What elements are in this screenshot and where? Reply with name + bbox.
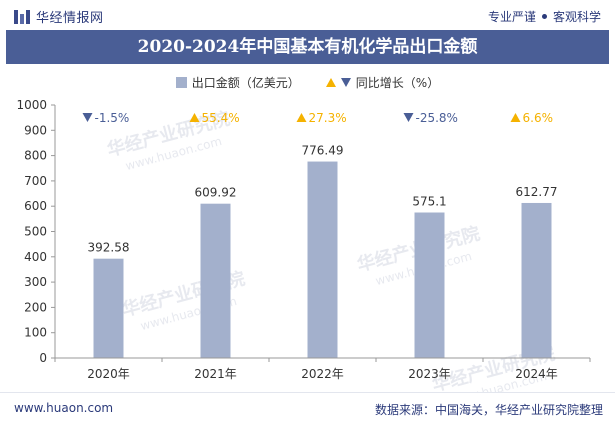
x-tick-label: 2021年: [194, 367, 237, 381]
y-axis: 0 100 200 300 400 500 600 700 800 900 1000: [16, 98, 56, 365]
brand[interactable]: 华经情报网: [14, 7, 104, 26]
growth-down-triangle: [403, 113, 414, 122]
data-label-5: 612.77: [516, 185, 558, 199]
bar-4: [414, 212, 445, 358]
legend-label-growth: 同比增长（%）: [355, 76, 440, 90]
y-tick-label: 200: [24, 300, 47, 314]
bar-5: [521, 202, 552, 358]
y-tick-label: 400: [24, 250, 47, 264]
growth-label-2: 55.4%: [202, 111, 240, 125]
legend-label-export: 出口金额（亿美元）: [191, 76, 300, 90]
footer-divider: [0, 392, 615, 393]
growth-down-triangle: [82, 113, 93, 122]
growth-label-1: -1.5%: [95, 111, 130, 125]
footer-source: 数据来源：中国海关，华经产业研究院整理: [374, 403, 603, 417]
bars-layer: 392.58 609.92 776.49 575.1 612.77: [88, 144, 558, 358]
growth-up-triangle: [510, 113, 521, 122]
growth-up-triangle: [189, 113, 200, 122]
bar-3: [307, 161, 338, 358]
growth-labels-layer: -1.5% 55.4% 27.3% -25.8% 6.6%: [82, 111, 554, 125]
y-tick-label: 1000: [16, 98, 47, 112]
y-tick-label: 100: [24, 326, 47, 340]
brand-logo-icon: [14, 9, 30, 24]
y-tick-label: 500: [24, 225, 47, 239]
data-label-2: 609.92: [195, 186, 237, 200]
brand-name: 华经情报网: [36, 11, 104, 26]
slogan-left: 专业严谨: [487, 10, 536, 24]
y-tick-label: 900: [24, 123, 47, 137]
y-tick-label: 700: [24, 174, 47, 188]
x-tick-label: 2023年: [408, 367, 451, 381]
growth-label-3: 27.3%: [309, 111, 347, 125]
slogan-right: 客观科学: [552, 10, 601, 24]
footer-url[interactable]: www.huaon.com: [14, 401, 114, 415]
top-bar: 华经情报网 专业严谨 客观科学: [0, 0, 615, 30]
data-label-3: 776.49: [302, 144, 344, 158]
chart-title: 2020-2024年中国基本有机化学品出口金额: [6, 30, 609, 64]
triangle-down-icon: [340, 78, 351, 87]
legend-item-export[interactable]: 出口金额（亿美元）: [175, 74, 300, 91]
data-label-4: 575.1: [412, 194, 446, 208]
bar-chart: 华经产业研究院www.huaon.com华经产业研究院www.huaon.com…: [16, 98, 591, 392]
bar-2: [200, 203, 231, 358]
legend-item-growth[interactable]: 同比增长（%）: [325, 74, 440, 91]
y-tick-label: 0: [39, 351, 47, 365]
slogan: 专业严谨 客观科学: [488, 8, 601, 25]
data-label-1: 392.58: [88, 241, 130, 255]
x-tick-label: 2024年: [515, 367, 558, 381]
y-tick-label: 800: [24, 149, 47, 163]
bar-1: [93, 258, 124, 358]
x-tick-label: 2020年: [87, 367, 130, 381]
footer: www.huaon.com 数据来源：中国海关，华经产业研究院整理: [0, 392, 615, 427]
chart-legend: 出口金额（亿美元） 同比增长（%）: [0, 74, 615, 91]
growth-label-4: -25.8%: [416, 111, 458, 125]
growth-label-5: 6.6%: [523, 111, 554, 125]
triangle-up-icon: [325, 78, 336, 87]
bar-swatch-icon: [175, 77, 187, 88]
y-tick-label: 600: [24, 199, 47, 213]
growth-up-triangle: [296, 113, 307, 122]
x-axis: 2020年 2021年 2022年 2023年 2024年: [54, 357, 591, 381]
bullet-dot-icon: [541, 14, 547, 19]
y-tick-label: 300: [24, 275, 47, 289]
x-tick-label: 2022年: [301, 367, 344, 381]
